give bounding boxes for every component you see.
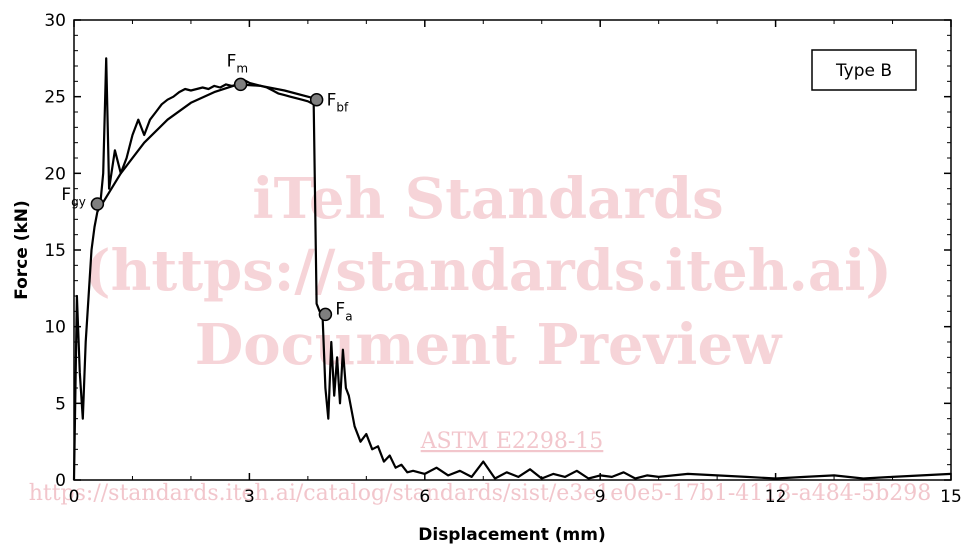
x-tick-label: 15 xyxy=(940,487,962,507)
marker-Fm xyxy=(233,77,248,92)
marker-Fa xyxy=(318,307,333,322)
y-tick-label: 15 xyxy=(44,241,66,261)
legend-label: Type B xyxy=(835,61,892,81)
y-tick-label: 10 xyxy=(44,318,66,338)
legend-box xyxy=(811,49,917,91)
y-axis-title: Force (kN) xyxy=(12,200,32,300)
x-tick-label: 6 xyxy=(419,487,430,507)
point-label-Fm: Fm xyxy=(227,51,248,75)
x-tick-label: 9 xyxy=(595,487,606,507)
x-tick-label: 0 xyxy=(69,487,80,507)
y-tick-label: 25 xyxy=(44,88,66,108)
legend: Type B xyxy=(811,49,917,91)
watermark-line5: https://standards.iteh.ai/catalog/standa… xyxy=(29,481,932,506)
y-tick-label: 30 xyxy=(44,11,66,31)
x-tick-label: 3 xyxy=(244,487,255,507)
watermark-line3: Document Preview xyxy=(195,312,783,378)
watermark-line1: iTeh Standards xyxy=(252,166,723,232)
series-line-envelope xyxy=(96,83,320,213)
marker-Fbf xyxy=(309,92,324,107)
watermark-line2: (https://standards.iteh.ai) xyxy=(84,238,892,304)
series-layer xyxy=(72,57,952,481)
watermark-line4: ASTM E2298-15 xyxy=(420,429,604,454)
point-label-Fbf: Fbf xyxy=(327,91,349,115)
axis-ticks: 0 3 6 9 12 15 0 5 10 15 20 25 30 xyxy=(44,11,961,507)
y-tick-label: 20 xyxy=(44,164,66,184)
marker-Fgy xyxy=(90,197,105,211)
x-tick-label: 12 xyxy=(765,487,787,507)
watermark: iTeh Standards (https://standards.iteh.a… xyxy=(29,166,932,506)
y-tick-label: 5 xyxy=(55,394,66,414)
y-tick-label: 0 xyxy=(55,471,66,491)
x-axis-title: Displacement (mm) xyxy=(418,525,606,545)
series-line-force xyxy=(72,57,952,481)
